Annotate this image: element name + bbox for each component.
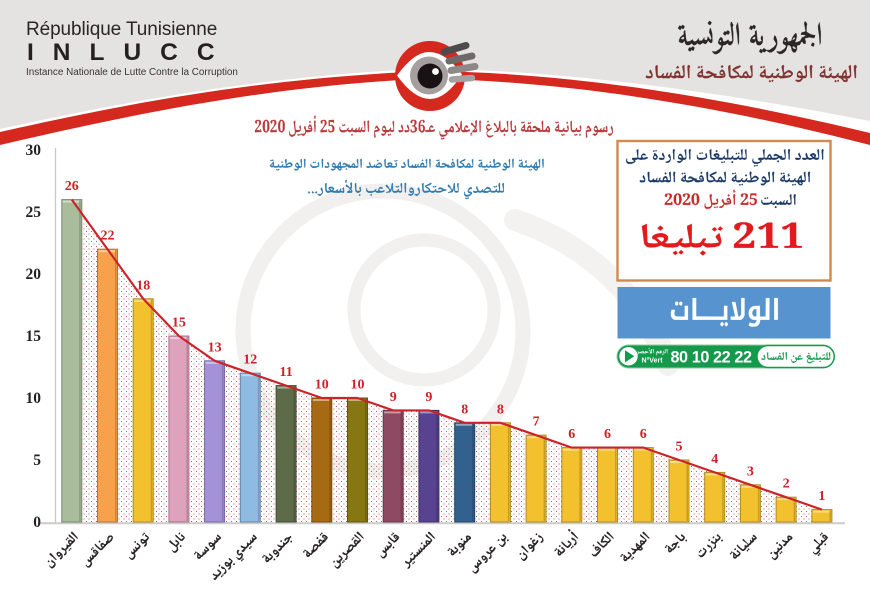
svg-text:10: 10 (315, 378, 329, 393)
svg-text:N°Vert: N°Vert (641, 357, 663, 365)
svg-text:22: 22 (101, 229, 115, 244)
svg-text:80 10 22 22: 80 10 22 22 (670, 348, 752, 366)
svg-text:11: 11 (279, 365, 292, 380)
svg-text:2: 2 (783, 477, 790, 492)
svg-text:13: 13 (208, 340, 222, 355)
svg-text:8: 8 (497, 402, 504, 417)
svg-text:15: 15 (172, 316, 186, 331)
svg-text:4: 4 (711, 452, 718, 467)
svg-text:25: 25 (26, 204, 42, 221)
svg-text:30: 30 (26, 142, 42, 159)
svg-text:10: 10 (26, 390, 42, 407)
svg-text:9: 9 (425, 390, 432, 405)
svg-text:26: 26 (65, 179, 79, 194)
svg-text:15: 15 (26, 328, 42, 345)
svg-text:1: 1 (818, 489, 825, 504)
svg-text:6: 6 (640, 427, 647, 442)
svg-text:5: 5 (676, 440, 683, 455)
svg-text:0: 0 (33, 514, 41, 531)
svg-text:18: 18 (136, 278, 150, 293)
svg-text:10: 10 (351, 378, 365, 393)
svg-text:9: 9 (390, 390, 397, 405)
svg-text:5: 5 (33, 452, 41, 469)
svg-text:8: 8 (461, 402, 468, 417)
svg-text:7: 7 (533, 415, 540, 430)
svg-text:6: 6 (568, 427, 575, 442)
svg-text:12: 12 (243, 353, 257, 368)
svg-text:6: 6 (604, 427, 611, 442)
svg-text:3: 3 (747, 464, 754, 479)
svg-text:20: 20 (26, 266, 42, 283)
